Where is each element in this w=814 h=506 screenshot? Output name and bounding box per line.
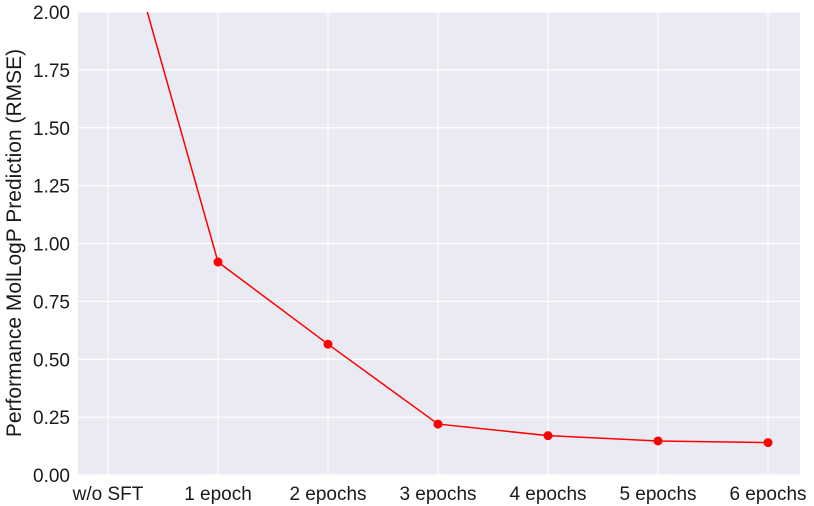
y-tick-label: 1.75 — [33, 61, 70, 82]
y-tick-label: 1.50 — [33, 119, 70, 140]
data-point — [543, 431, 553, 441]
data-point — [323, 339, 333, 349]
x-tick-label: 3 epochs — [399, 484, 476, 505]
y-tick-label: 1.00 — [33, 235, 70, 256]
x-tick-label: 6 epochs — [729, 484, 806, 505]
x-tick-label: 4 epochs — [509, 484, 586, 505]
x-tick-label: 5 epochs — [619, 484, 696, 505]
y-tick-label: 2.00 — [33, 3, 70, 24]
grid-lines — [78, 11, 800, 476]
x-tick-label: w/o SFT — [72, 484, 144, 505]
points-layer — [213, 257, 773, 448]
x-tick-label: 1 epoch — [184, 484, 252, 505]
y-axis-label: Performance MolLogP Prediction (RMSE) — [3, 49, 26, 437]
y-tick-label: 1.25 — [33, 177, 70, 198]
x-tick-label: 2 epochs — [289, 484, 366, 505]
data-point — [653, 436, 663, 446]
y-tick-label: 0.00 — [33, 466, 70, 487]
y-tick-label: 0.50 — [33, 350, 70, 371]
y-tick-label: 0.75 — [33, 292, 70, 313]
y-tick-label: 0.25 — [33, 408, 70, 429]
x-tick-labels: w/o SFT 1 epoch 2 epochs 3 epochs 4 epochs 5 … — [72, 484, 807, 505]
data-point — [433, 419, 443, 429]
y-tick-labels: 0.00 0.25 0.50 0.75 1.00 1.25 1.50 1.75 2.00 — [33, 3, 70, 487]
data-point — [763, 438, 773, 448]
data-point — [213, 257, 223, 267]
